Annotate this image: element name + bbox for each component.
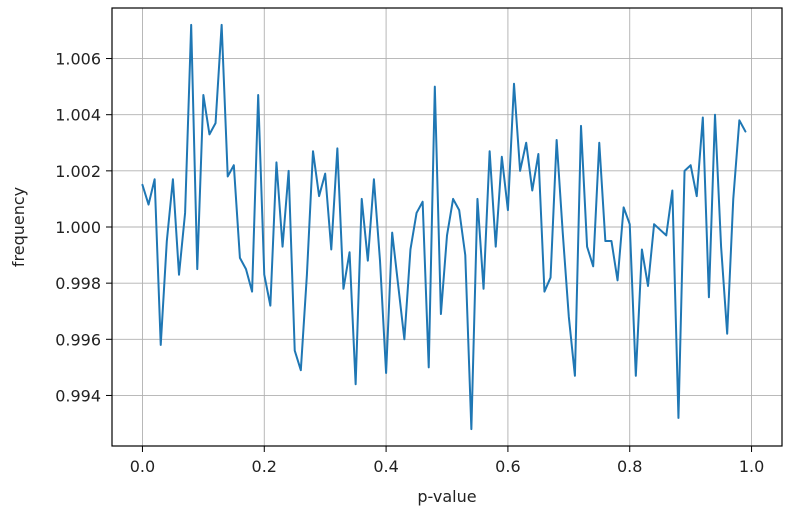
series-line-0 — [141, 23, 747, 431]
x-tick-label: 0.6 — [495, 457, 520, 476]
x-tick-label: 0.8 — [617, 457, 642, 476]
x-tick-label: 1.0 — [739, 457, 764, 476]
x-tick-label: 0.4 — [373, 457, 398, 476]
y-tick-label: 0.994 — [55, 386, 101, 405]
series-layer — [141, 23, 747, 431]
y-tick-label: 1.000 — [55, 218, 101, 237]
y-tick-label: 0.996 — [55, 330, 101, 349]
y-tick-label: 1.004 — [55, 106, 101, 125]
y-tick-label: 1.006 — [55, 50, 101, 69]
y-axis-label: frequency — [9, 187, 28, 267]
x-axis-label: p-value — [417, 487, 476, 506]
x-tick-label: 0.2 — [252, 457, 277, 476]
grid — [112, 8, 782, 446]
x-tick-label: 0.0 — [130, 457, 155, 476]
ticks: 0.0 0.2 0.4 0.6 0.8 1.0 0.994 0.996 0.998 1.000 1.… — [55, 50, 764, 476]
y-tick-label: 1.002 — [55, 162, 101, 181]
y-tick-label: 0.998 — [55, 274, 101, 293]
